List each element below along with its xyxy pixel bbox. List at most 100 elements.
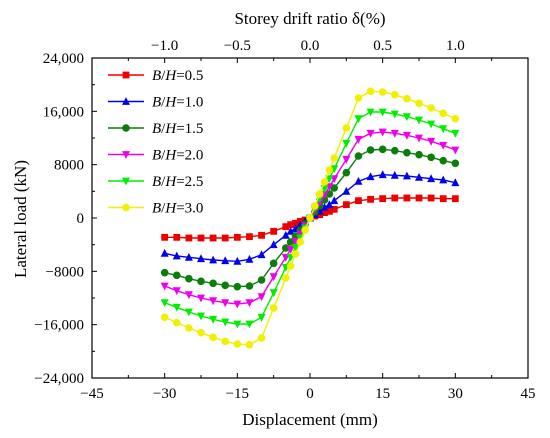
series-point — [257, 313, 266, 322]
series-point — [292, 219, 299, 227]
legend-marker — [122, 151, 130, 159]
series-point — [311, 202, 319, 210]
y-tick-label: 16,000 — [43, 104, 84, 120]
legend-label: B/H=2.0 — [152, 148, 203, 164]
series-point — [378, 108, 387, 117]
series-point — [330, 184, 339, 192]
series-point — [269, 240, 278, 249]
series-point — [325, 166, 334, 174]
series-point — [257, 276, 266, 284]
series-point — [379, 195, 387, 203]
series-point — [221, 281, 230, 290]
legend-item: B/H=1.0 — [108, 95, 203, 111]
series-point — [287, 221, 295, 229]
series-point — [321, 209, 328, 217]
series-point — [415, 99, 423, 108]
series-point — [354, 176, 363, 185]
legend-item: B/H=0.5 — [108, 68, 203, 84]
series-point — [427, 194, 435, 202]
series-point — [366, 87, 375, 96]
series-point — [325, 207, 333, 215]
legend-marker — [122, 71, 130, 79]
series-point — [366, 129, 375, 138]
series-point — [451, 146, 460, 155]
series-point — [427, 174, 436, 183]
series-point — [160, 248, 169, 257]
y-tick-label: −24,000 — [34, 371, 84, 387]
series-point — [390, 110, 399, 119]
top-axis-title: Storey drift ratio δ(%) — [234, 9, 385, 28]
series-point — [402, 171, 411, 180]
legend-item: B/H=1.5 — [108, 121, 203, 137]
series-point — [269, 289, 278, 298]
series-point — [209, 279, 217, 288]
series-1 — [161, 194, 459, 242]
series-point — [354, 152, 363, 160]
series-point — [160, 313, 169, 322]
series-point — [245, 254, 254, 263]
top-tick-label: 0.5 — [373, 38, 392, 54]
series-point — [245, 320, 254, 329]
series-point — [245, 299, 254, 308]
series-point — [451, 159, 460, 168]
series-point — [221, 299, 230, 308]
series-point — [415, 172, 423, 181]
series-point — [246, 233, 253, 241]
legend-marker — [122, 203, 130, 212]
series-point — [330, 165, 339, 174]
series-point — [415, 134, 423, 143]
series-point — [325, 183, 334, 192]
series-point — [415, 194, 423, 202]
x-tick-label: −45 — [80, 386, 103, 402]
legend: B/H=0.5 B/H=1.0 B/H=1.5 B/H=2.0 B/H=2.5 B/H=3… — [108, 68, 203, 217]
series-point — [209, 234, 217, 242]
series-point — [221, 234, 229, 242]
y-tick-label: 0 — [77, 211, 85, 227]
series-point — [197, 254, 205, 263]
series-point — [233, 256, 242, 265]
series-layer — [160, 87, 460, 349]
series-point — [281, 274, 290, 282]
series-point — [233, 282, 242, 291]
x-tick-label: −15 — [226, 386, 249, 402]
series-point — [439, 141, 448, 150]
legend-item: B/H=2.0 — [108, 148, 203, 164]
series-point — [197, 328, 205, 337]
series-point — [390, 170, 399, 179]
legend-item: B/H=3.0 — [108, 201, 203, 217]
series-point — [342, 124, 351, 132]
series-point — [355, 197, 362, 205]
series-point — [330, 205, 338, 213]
series-point — [209, 255, 218, 264]
series-point — [269, 259, 278, 268]
x-axis-title: Displacement (mm) — [242, 410, 378, 429]
series-point — [286, 245, 295, 254]
series-point — [342, 186, 351, 195]
series-point — [160, 299, 169, 308]
series-point — [221, 318, 230, 327]
legend-marker — [122, 177, 130, 186]
series-point — [366, 146, 375, 154]
series-point — [366, 172, 375, 181]
series-point — [233, 300, 242, 309]
series-point — [245, 340, 254, 349]
series-point — [366, 108, 375, 117]
series-point — [354, 94, 363, 102]
series-point — [172, 318, 181, 327]
series-point — [209, 297, 218, 306]
series-point — [415, 150, 423, 159]
series-point — [172, 271, 181, 280]
series-point — [172, 287, 181, 296]
series-point — [286, 238, 295, 246]
series-point — [209, 315, 218, 324]
series-point — [427, 137, 436, 146]
series-point — [439, 175, 448, 184]
series-point — [415, 116, 423, 125]
series-point — [325, 200, 334, 209]
series-point — [403, 94, 411, 103]
x-tick-label: 0 — [306, 386, 314, 402]
series-point — [197, 294, 205, 303]
series-point — [258, 231, 265, 239]
series-point — [306, 214, 314, 222]
legend-label: B/H=3.0 — [152, 201, 203, 217]
